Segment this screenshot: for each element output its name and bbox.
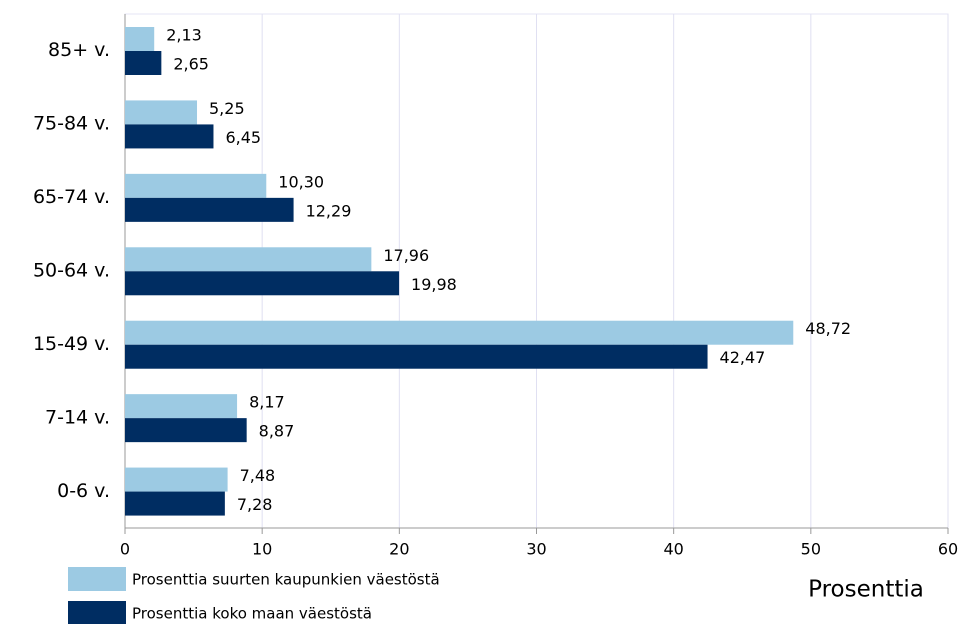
x-tick-label: 20: [389, 540, 409, 559]
value-label: 5,25: [209, 99, 245, 118]
y-tick-label: 7-14 v.: [45, 406, 110, 428]
bar: [125, 124, 214, 149]
y-tick-label: 50-64 v.: [33, 260, 110, 282]
y-tick-label: 65-74 v.: [33, 186, 110, 208]
x-tick-label: 0: [120, 540, 130, 559]
legend-swatch: [68, 567, 126, 591]
value-label: 19,98: [411, 275, 457, 294]
value-label: 7,28: [237, 495, 273, 514]
legend-label: Prosenttia suurten kaupunkien väestöstä: [132, 571, 440, 589]
value-label: 17,96: [383, 246, 429, 265]
x-tick-label: 10: [252, 540, 272, 559]
legend-label: Prosenttia koko maan väestöstä: [132, 605, 372, 623]
bar: [125, 27, 155, 51]
value-label: 48,72: [805, 319, 851, 338]
bar: [125, 247, 372, 272]
x-tick-label: 40: [663, 540, 683, 559]
bar: [125, 100, 198, 125]
bar: [125, 320, 794, 345]
x-tick-label: 30: [526, 540, 546, 559]
x-axis-title: Prosenttia: [808, 577, 924, 603]
bar: [125, 173, 267, 198]
value-label: 12,29: [306, 201, 352, 220]
bar: [125, 271, 400, 296]
bar: [125, 344, 708, 369]
value-label: 7,48: [240, 466, 276, 485]
bar: [125, 418, 247, 443]
value-label: 42,47: [720, 348, 766, 367]
bar: [125, 491, 225, 516]
y-tick-label: 75-84 v.: [33, 113, 110, 135]
bar: [125, 467, 228, 492]
y-tick-label: 0-6 v.: [57, 480, 110, 502]
value-label: 2,65: [173, 55, 209, 74]
legend-swatch: [68, 601, 126, 624]
value-label: 8,87: [259, 422, 295, 441]
bar: [125, 394, 238, 419]
y-tick-label: 85+ v.: [48, 39, 110, 61]
y-tick-label: 15-49 v.: [33, 333, 110, 355]
bar: [125, 197, 294, 222]
value-label: 10,30: [278, 172, 324, 191]
value-label: 2,13: [166, 26, 202, 45]
bar: [125, 51, 162, 75]
value-label: 8,17: [249, 393, 285, 412]
x-tick-label: 50: [801, 540, 821, 559]
value-label: 6,45: [225, 128, 261, 147]
x-tick-label: 60: [938, 540, 958, 559]
